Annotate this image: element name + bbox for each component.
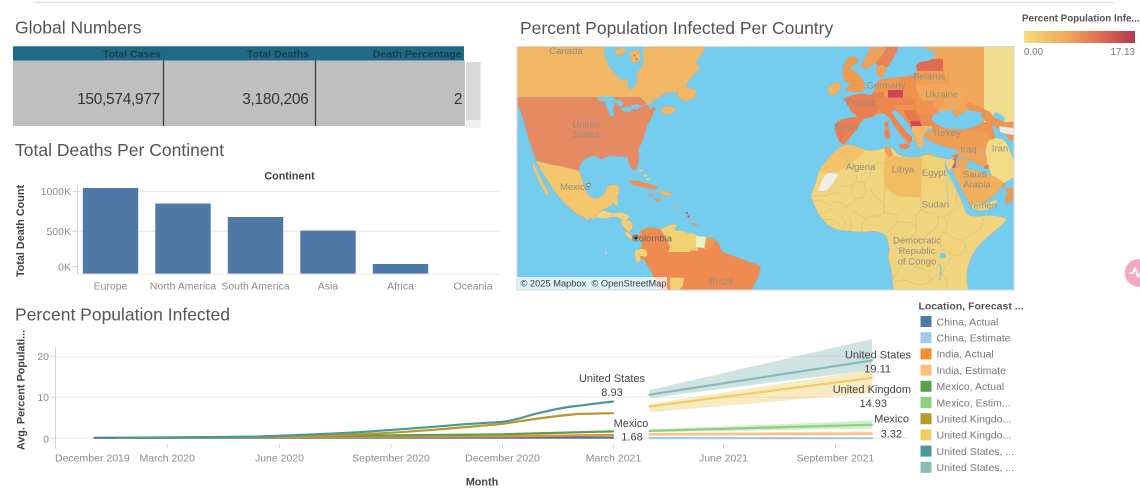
svg-text:0: 0	[43, 433, 49, 445]
svg-text:Location, Forecast ...: Location, Forecast ...	[919, 301, 1024, 313]
svg-text:Saudi: Saudi	[963, 170, 987, 181]
svg-text:United States: United States	[845, 350, 912, 362]
svg-text:North America: North America	[150, 280, 217, 292]
svg-text:150,574,977: 150,574,977	[77, 91, 160, 108]
svg-text:United States: United States	[579, 373, 646, 385]
svg-text:Percent Population Infected Pe: Percent Population Infected Per Country	[520, 18, 833, 38]
svg-text:Mexico: Mexico	[874, 414, 909, 426]
svg-text:3,180,206: 3,180,206	[242, 91, 308, 108]
svg-text:Sudan: Sudan	[922, 200, 949, 211]
svg-text:Percent Population Infe...: Percent Population Infe...	[1022, 14, 1140, 25]
svg-text:Germany: Germany	[866, 80, 905, 91]
svg-text:Belarus: Belarus	[913, 71, 945, 82]
svg-text:1.68: 1.68	[621, 432, 642, 444]
svg-text:Continent: Continent	[264, 171, 315, 183]
svg-text:Mexico, Actual: Mexico, Actual	[937, 381, 1005, 393]
svg-text:Turkey: Turkey	[932, 128, 961, 139]
svg-text:© 2025 Mapbox © OpenStreetMap: © 2025 Mapbox © OpenStreetMap	[521, 279, 667, 289]
svg-text:Canada: Canada	[549, 46, 583, 57]
svg-text:Mexico: Mexico	[560, 182, 590, 193]
svg-text:Total Deaths: Total Deaths	[247, 48, 309, 60]
svg-text:China, Actual: China, Actual	[937, 316, 999, 328]
svg-text:2: 2	[454, 91, 463, 108]
svg-text:8.93: 8.93	[601, 387, 622, 399]
svg-text:June 2020: June 2020	[255, 453, 304, 465]
svg-text:Global Numbers: Global Numbers	[15, 18, 142, 38]
svg-text:Egypt: Egypt	[922, 168, 947, 179]
svg-text:States: States	[573, 130, 600, 141]
svg-text:20: 20	[37, 351, 49, 363]
svg-text:China, Estimate: China, Estimate	[937, 333, 1011, 345]
svg-text:Mexico: Mexico	[614, 418, 649, 430]
svg-text:Arabia: Arabia	[963, 180, 991, 191]
svg-text:Ukraine: Ukraine	[925, 89, 958, 100]
svg-text:Death Percentage: Death Percentage	[373, 48, 462, 60]
svg-text:17.13: 17.13	[1110, 47, 1135, 58]
svg-text:March 2021: March 2021	[586, 453, 642, 465]
svg-text:June 2021: June 2021	[699, 453, 748, 465]
svg-text:Asia: Asia	[318, 280, 339, 292]
svg-text:Iran: Iran	[992, 144, 1008, 155]
svg-text:3.32: 3.32	[881, 429, 902, 441]
svg-text:Europe: Europe	[94, 280, 128, 292]
svg-text:of Congo: of Congo	[898, 257, 937, 268]
svg-text:Brazil: Brazil	[709, 277, 733, 288]
svg-text:United Kingdom: United Kingdom	[833, 384, 911, 396]
svg-text:September 2021: September 2021	[797, 453, 875, 465]
svg-text:500K: 500K	[46, 226, 71, 238]
svg-text:Algeria: Algeria	[846, 162, 876, 173]
svg-text:South America: South America	[221, 280, 289, 292]
svg-text:Total Deaths Per Continent: Total Deaths Per Continent	[15, 140, 224, 160]
svg-text:Africa: Africa	[387, 280, 414, 292]
svg-text:0K: 0K	[58, 261, 71, 273]
svg-text:September 2020: September 2020	[352, 453, 430, 465]
svg-text:Total Cases: Total Cases	[103, 48, 161, 60]
svg-text:United Kingdo...: United Kingdo...	[937, 414, 1012, 426]
svg-text:Spain: Spain	[834, 122, 858, 133]
svg-text:Percent Population Infected: Percent Population Infected	[15, 305, 230, 325]
svg-text:Total Death Count: Total Death Count	[15, 185, 27, 278]
svg-text:Iraq: Iraq	[960, 145, 976, 156]
svg-text:India, Actual: India, Actual	[937, 349, 994, 361]
svg-text:10: 10	[37, 392, 49, 404]
svg-text:France: France	[847, 98, 877, 109]
svg-text:Mexico, Estim...: Mexico, Estim...	[937, 397, 1011, 409]
svg-text:March 2020: March 2020	[139, 453, 195, 465]
svg-text:0.00: 0.00	[1024, 47, 1044, 58]
svg-text:India, Estimate: India, Estimate	[937, 365, 1007, 377]
svg-text:Democratic: Democratic	[893, 236, 941, 247]
svg-text:December 2019: December 2019	[55, 453, 130, 465]
svg-text:United States, ...: United States, ...	[937, 446, 1015, 458]
svg-text:1000K: 1000K	[41, 186, 71, 198]
svg-text:Republic: Republic	[899, 246, 936, 257]
svg-text:Oceania: Oceania	[453, 280, 492, 292]
svg-text:14.93: 14.93	[859, 398, 887, 410]
svg-text:Month: Month	[466, 477, 498, 489]
svg-text:United Kingdo...: United Kingdo...	[937, 430, 1012, 442]
svg-text:December 2020: December 2020	[465, 453, 540, 465]
svg-text:19.11: 19.11	[864, 364, 891, 376]
svg-text:Colombia: Colombia	[632, 234, 673, 245]
svg-text:Libya: Libya	[892, 165, 915, 176]
svg-text:United: United	[572, 120, 599, 131]
svg-text:Yemen: Yemen	[968, 201, 997, 212]
svg-text:Avg. Percent Populati...: Avg. Percent Populati...	[16, 330, 28, 450]
svg-text:United States, ...: United States, ...	[937, 462, 1015, 474]
